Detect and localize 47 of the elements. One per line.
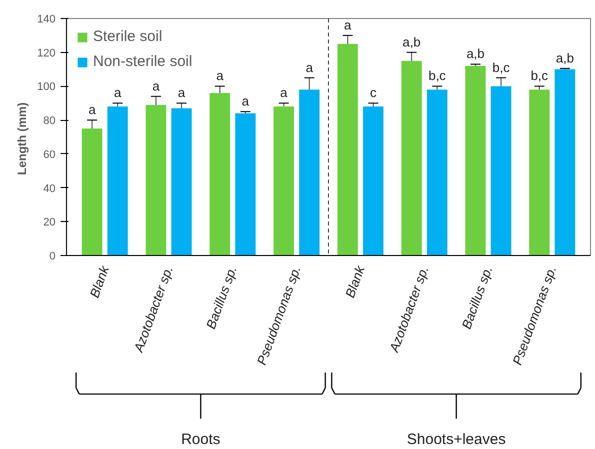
text: Roots bbox=[181, 430, 220, 448]
bar bbox=[401, 60, 422, 256]
y-tick-label: 40 bbox=[43, 182, 56, 195]
y-tick-label: 20 bbox=[43, 216, 56, 229]
data-label: a bbox=[280, 85, 288, 100]
x-tick-label: Blank bbox=[342, 262, 368, 300]
data-label: b,c bbox=[492, 60, 510, 75]
y-tick-label: 80 bbox=[43, 115, 56, 128]
y-tick-label: 140 bbox=[37, 14, 56, 26]
bar bbox=[554, 69, 576, 256]
data-label: b,c bbox=[530, 68, 549, 84]
y-tick-label: 120 bbox=[37, 47, 56, 60]
y-tick-label: 60 bbox=[43, 148, 56, 161]
legend-label: Non-sterile soil bbox=[93, 53, 192, 70]
data-label: a bbox=[216, 68, 224, 84]
data-label: a bbox=[344, 17, 352, 32]
data-label: a bbox=[114, 85, 122, 100]
data-label: c bbox=[370, 85, 377, 100]
y-tick-label: 100 bbox=[37, 81, 56, 94]
bar bbox=[146, 104, 166, 256]
data-label: a,b bbox=[556, 50, 574, 66]
bar bbox=[490, 86, 512, 256]
data-label: a bbox=[88, 102, 96, 118]
bar bbox=[529, 90, 550, 256]
bar bbox=[337, 44, 358, 256]
text: Shoots+leaves bbox=[406, 430, 506, 448]
bar bbox=[465, 66, 486, 256]
bar bbox=[171, 108, 192, 256]
data-label: a bbox=[152, 78, 160, 94]
data-label: a,b bbox=[466, 46, 485, 62]
bar bbox=[274, 106, 294, 256]
y-axis-title: Length (mm) bbox=[15, 102, 30, 175]
data-label: a bbox=[178, 85, 186, 100]
bar bbox=[82, 128, 102, 256]
data-label: a,b bbox=[402, 34, 421, 50]
legend-label: Sterile soil bbox=[93, 28, 162, 45]
data-label: b,c bbox=[428, 68, 446, 84]
bar bbox=[299, 90, 320, 256]
data-label: a bbox=[306, 60, 314, 75]
bar bbox=[210, 92, 230, 256]
data-label: a bbox=[242, 94, 250, 109]
y-tick-label: 0 bbox=[49, 250, 56, 262]
bar bbox=[363, 106, 384, 256]
x-tick-label: Blank bbox=[86, 262, 112, 300]
bar bbox=[426, 90, 448, 256]
bar bbox=[235, 113, 256, 256]
bar bbox=[107, 106, 128, 256]
